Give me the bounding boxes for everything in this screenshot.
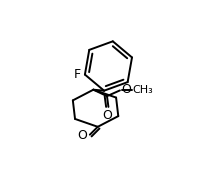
Text: F: F [74,68,81,81]
Text: O: O [102,109,112,122]
Text: O: O [78,129,88,142]
Text: CH₃: CH₃ [133,85,154,95]
Text: O: O [121,83,131,96]
